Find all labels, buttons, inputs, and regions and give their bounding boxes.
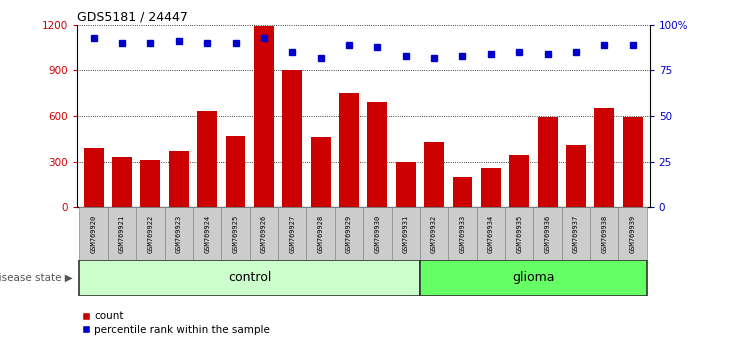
FancyBboxPatch shape — [534, 207, 562, 260]
Text: GSM769930: GSM769930 — [374, 215, 380, 253]
Bar — [537, 118, 558, 207]
Text: GSM769921: GSM769921 — [119, 215, 125, 253]
FancyBboxPatch shape — [420, 260, 647, 296]
Legend: count, percentile rank within the sample: count, percentile rank within the sample — [82, 312, 270, 335]
Text: GSM769932: GSM769932 — [431, 215, 437, 253]
Bar — [510, 155, 529, 207]
FancyBboxPatch shape — [590, 207, 618, 260]
Text: glioma: glioma — [512, 272, 555, 284]
Text: GSM769922: GSM769922 — [147, 215, 153, 253]
Bar — [594, 108, 614, 207]
FancyBboxPatch shape — [420, 207, 448, 260]
Text: GSM769927: GSM769927 — [289, 215, 295, 253]
FancyBboxPatch shape — [335, 207, 363, 260]
FancyBboxPatch shape — [448, 207, 477, 260]
Bar — [453, 177, 472, 207]
FancyBboxPatch shape — [477, 207, 505, 260]
Text: disease state ▶: disease state ▶ — [0, 273, 73, 283]
Bar — [311, 137, 331, 207]
FancyBboxPatch shape — [137, 207, 164, 260]
Bar — [367, 102, 388, 207]
FancyBboxPatch shape — [505, 207, 534, 260]
FancyBboxPatch shape — [278, 207, 307, 260]
FancyBboxPatch shape — [307, 207, 335, 260]
Bar — [84, 148, 104, 207]
Bar — [396, 161, 415, 207]
Text: GSM769933: GSM769933 — [459, 215, 466, 253]
Text: GSM769938: GSM769938 — [602, 215, 607, 253]
Text: GSM769928: GSM769928 — [318, 215, 323, 253]
Bar — [566, 145, 586, 207]
Text: control: control — [228, 272, 272, 284]
FancyBboxPatch shape — [193, 207, 221, 260]
Text: GSM769934: GSM769934 — [488, 215, 493, 253]
Bar — [424, 142, 444, 207]
Text: GSM769926: GSM769926 — [261, 215, 267, 253]
Text: GSM769925: GSM769925 — [233, 215, 239, 253]
Bar — [197, 112, 217, 207]
Text: GSM769937: GSM769937 — [573, 215, 579, 253]
Text: GSM769935: GSM769935 — [516, 215, 522, 253]
Bar — [283, 70, 302, 207]
FancyBboxPatch shape — [164, 207, 193, 260]
FancyBboxPatch shape — [80, 260, 420, 296]
Bar — [112, 157, 132, 207]
FancyBboxPatch shape — [363, 207, 391, 260]
Bar — [169, 151, 189, 207]
Bar — [481, 169, 501, 207]
Text: GSM769939: GSM769939 — [630, 215, 636, 253]
Bar — [254, 26, 274, 207]
FancyBboxPatch shape — [108, 207, 137, 260]
Text: GSM769920: GSM769920 — [91, 215, 96, 253]
Text: GSM769936: GSM769936 — [545, 215, 550, 253]
Text: GDS5181 / 24447: GDS5181 / 24447 — [77, 11, 188, 24]
Bar — [226, 136, 245, 207]
Bar — [623, 118, 642, 207]
Text: GSM769924: GSM769924 — [204, 215, 210, 253]
Bar — [140, 160, 161, 207]
Text: GSM769923: GSM769923 — [176, 215, 182, 253]
Bar — [339, 93, 359, 207]
FancyBboxPatch shape — [391, 207, 420, 260]
Text: GSM769931: GSM769931 — [403, 215, 409, 253]
FancyBboxPatch shape — [250, 207, 278, 260]
FancyBboxPatch shape — [562, 207, 590, 260]
FancyBboxPatch shape — [221, 207, 250, 260]
FancyBboxPatch shape — [80, 207, 108, 260]
Text: GSM769929: GSM769929 — [346, 215, 352, 253]
FancyBboxPatch shape — [618, 207, 647, 260]
